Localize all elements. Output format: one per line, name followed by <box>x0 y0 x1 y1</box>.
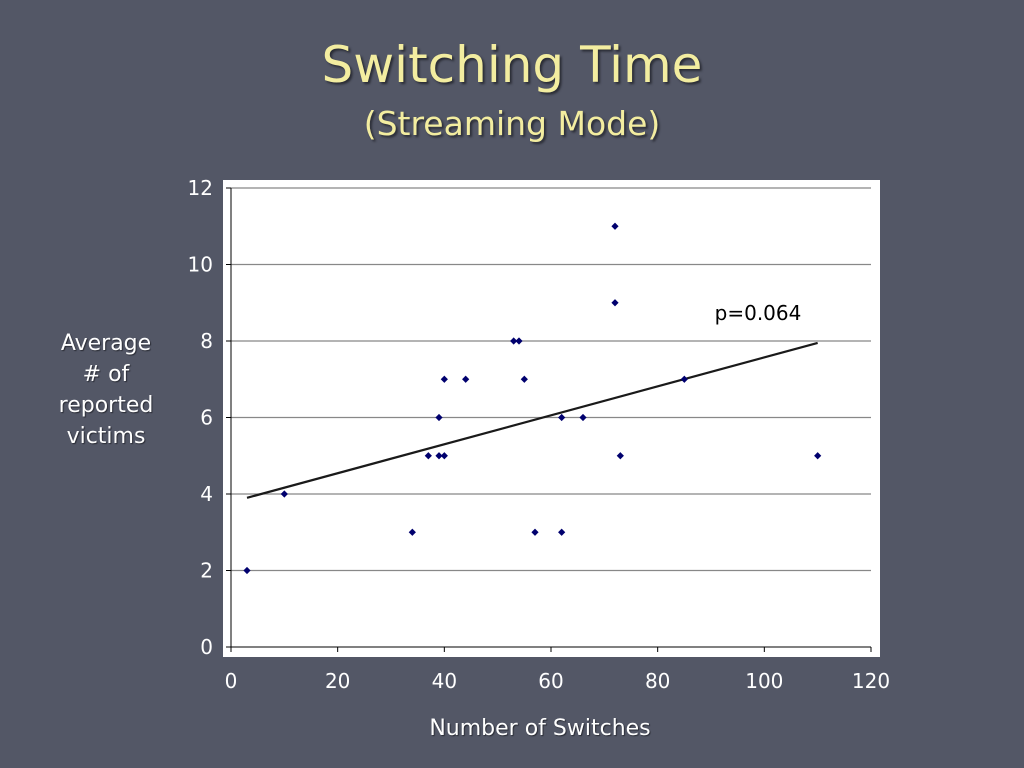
x-axis-label: Number of Switches <box>429 716 651 741</box>
y-axis-label: Average # of reported victims <box>40 328 172 452</box>
data-point <box>515 337 523 345</box>
data-point <box>616 452 624 460</box>
data-point <box>408 528 416 536</box>
slide-subtitle: (Streaming Mode) <box>363 104 661 143</box>
y-tick-label: 8 <box>200 329 213 353</box>
data-point <box>520 375 528 383</box>
y-axis-label-line: Average <box>60 331 152 356</box>
y-axis-label-line: victims <box>66 424 146 449</box>
y-axis-label-line: reported <box>58 393 154 418</box>
data-point <box>280 490 288 498</box>
data-point <box>579 413 587 422</box>
data-point <box>435 413 443 422</box>
data-point <box>558 413 566 422</box>
y-axis-label-line: # of <box>82 362 130 387</box>
data-point <box>424 452 432 460</box>
trendline <box>246 341 818 499</box>
x-tick-label: 100 <box>745 669 783 693</box>
y-tick-label: 12 <box>188 176 213 200</box>
x-tick-label: 120 <box>852 669 890 693</box>
y-tick-label: 10 <box>188 253 213 277</box>
x-tick-label: 80 <box>645 669 670 693</box>
data-point <box>611 222 619 230</box>
data-point <box>680 375 688 383</box>
x-tick-label: 0 <box>225 669 238 693</box>
x-tick-label: 20 <box>325 669 350 693</box>
data-point <box>611 299 619 307</box>
data-point <box>510 337 518 345</box>
y-tick-label: 0 <box>200 635 213 659</box>
y-tick-label: 6 <box>200 406 213 430</box>
plot-area <box>223 180 880 657</box>
data-point <box>243 566 251 575</box>
data-point <box>440 375 448 383</box>
p-value-annotation: p=0.064 <box>715 301 802 325</box>
data-point <box>531 528 539 536</box>
slide-title: Switching Time <box>321 36 703 94</box>
data-point <box>435 452 443 460</box>
x-tick-label: 40 <box>432 669 457 693</box>
y-tick-label: 4 <box>200 482 213 506</box>
data-point <box>462 375 470 383</box>
data-point <box>440 452 448 460</box>
y-tick-label: 2 <box>200 559 213 583</box>
data-point <box>814 452 822 460</box>
data-point <box>558 528 566 536</box>
x-tick-label: 60 <box>538 669 563 693</box>
